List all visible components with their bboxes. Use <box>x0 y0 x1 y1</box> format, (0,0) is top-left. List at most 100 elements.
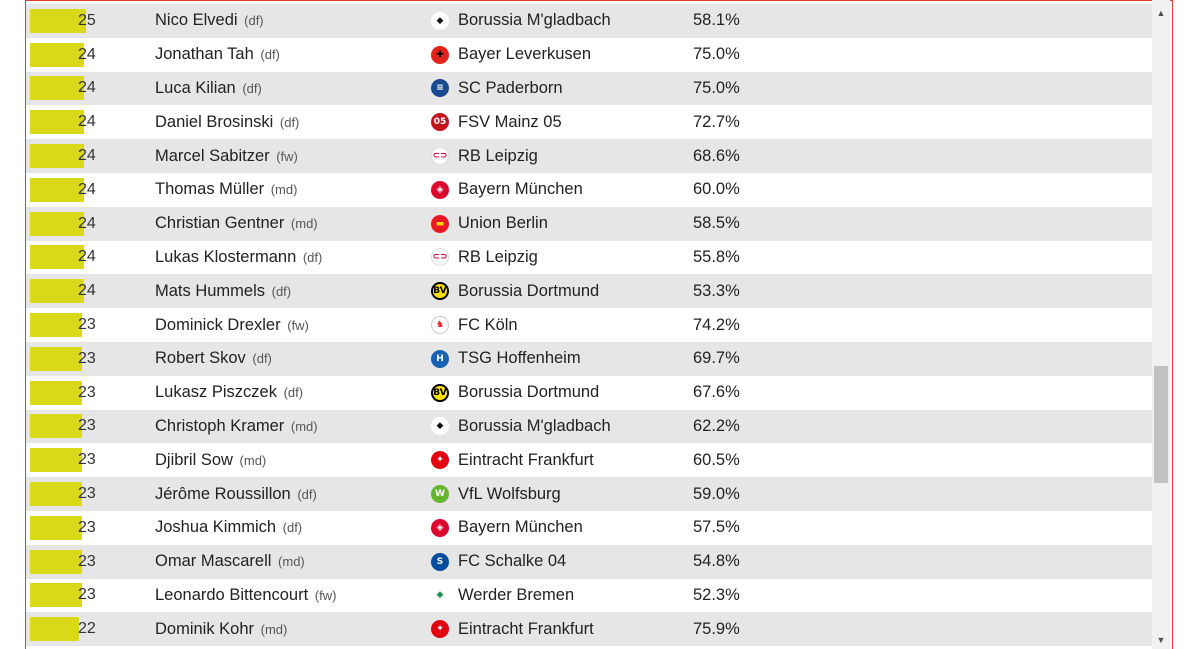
player-name-text: Dominick Drexler <box>155 315 281 334</box>
club[interactable]: ✦ Eintracht Frankfurt <box>431 451 594 470</box>
player-name-text: Jonathan Tah <box>155 45 254 64</box>
club[interactable]: ◆ Borussia M'gladbach <box>431 11 611 30</box>
player-name[interactable]: Luca Kilian (df) <box>155 79 262 98</box>
count-value: 23 <box>78 316 96 334</box>
scrollbar-thumb[interactable] <box>1154 366 1168 483</box>
player-name[interactable]: Omar Mascarell (md) <box>155 552 305 571</box>
schalke-logo-icon: S <box>431 552 449 571</box>
percentage-value: 59.0% <box>693 484 740 503</box>
count-value: 23 <box>78 349 96 367</box>
percentage-value: 72.7% <box>693 112 740 131</box>
count-bar <box>30 482 82 507</box>
player-name[interactable]: Christian Gentner (md) <box>155 214 318 233</box>
player-position: (df) <box>279 114 300 130</box>
wolfsburg-logo-icon: W <box>431 485 449 504</box>
club[interactable]: 05 FSV Mainz 05 <box>431 113 562 132</box>
player-name[interactable]: Marcel Sabitzer (fw) <box>155 147 298 166</box>
player-name-text: Dominik Kohr <box>155 619 255 638</box>
club[interactable]: ⊂⊃ RB Leipzig <box>431 147 538 166</box>
percentage-value: 53.3% <box>693 281 740 300</box>
player-name[interactable]: Lukasz Piszczek (df) <box>155 383 303 402</box>
count-bar-cell <box>30 612 79 646</box>
player-name[interactable]: Mats Hummels (df) <box>155 282 291 301</box>
bremen-logo-icon: ◆ <box>431 586 449 605</box>
player-name[interactable]: Jonathan Tah (df) <box>155 45 280 64</box>
club[interactable]: W VfL Wolfsburg <box>431 485 561 504</box>
club[interactable]: H TSG Hoffenheim <box>431 349 581 368</box>
player-position: (df) <box>297 486 317 502</box>
club[interactable]: ♞ FC Köln <box>431 316 518 335</box>
player-position: (fw) <box>314 587 337 603</box>
club[interactable]: ◈ Bayern München <box>431 180 583 199</box>
club[interactable]: ⊂⊃ RB Leipzig <box>431 248 538 267</box>
gladbach-logo-icon: ◆ <box>431 11 449 30</box>
player-name-text: Luca Kilian <box>155 78 236 97</box>
player-position: (df) <box>302 249 323 265</box>
count-bar <box>30 42 84 67</box>
table-row: 23 Leonardo Bittencourt (fw) ◆ Werder Breme… <box>26 578 1152 613</box>
club-name: RB Leipzig <box>458 247 538 266</box>
count-bar-cell <box>30 139 84 173</box>
count-bar <box>30 245 84 270</box>
club[interactable]: ◆ Werder Bremen <box>431 586 574 605</box>
percentage-value: 67.6% <box>693 383 740 402</box>
count-value: 25 <box>78 11 96 29</box>
player-name[interactable]: Nico Elvedi (df) <box>155 11 264 30</box>
player-name[interactable]: Daniel Brosinski (df) <box>155 113 299 132</box>
player-name[interactable]: Djibril Sow (md) <box>155 451 266 470</box>
player-name[interactable]: Robert Skov (df) <box>155 349 272 368</box>
scroll-down-icon[interactable]: ▼ <box>1156 635 1166 645</box>
table-row: 24 Lukas Klostermann (df) ⊂⊃ RB Leipzig 55.8… <box>26 240 1152 275</box>
count-value: 23 <box>78 586 96 604</box>
club[interactable]: ≡ SC Paderborn <box>431 79 563 98</box>
player-name[interactable]: Christoph Kramer (md) <box>155 417 318 436</box>
count-bar-cell <box>30 105 84 139</box>
club-name: Borussia Dortmund <box>458 281 600 300</box>
scroll-up-icon[interactable]: ▲ <box>1156 8 1166 18</box>
club-name: FSV Mainz 05 <box>458 112 562 131</box>
percentage-value: 54.8% <box>693 552 740 571</box>
count-value: 23 <box>78 485 96 503</box>
table-row: 22 Dominik Kohr (md) ✦ Eintracht Frankfurt 7… <box>26 612 1152 647</box>
player-name-text: Christoph Kramer <box>155 416 285 435</box>
player-name[interactable]: Joshua Kimmich (df) <box>155 518 302 537</box>
count-bar <box>30 8 86 33</box>
player-position: (df) <box>242 80 262 96</box>
player-position: (fw) <box>287 317 309 333</box>
club[interactable]: ▬ Union Berlin <box>431 214 548 233</box>
club[interactable]: ✚ Bayer Leverkusen <box>431 45 591 64</box>
club[interactable]: BV Borussia Dortmund <box>431 282 599 301</box>
player-name-text: Lukas Klostermann <box>155 247 297 266</box>
player-name-text: Nico Elvedi <box>155 11 238 30</box>
leipzig-logo-icon: ⊂⊃ <box>431 248 449 267</box>
bayern-logo-icon: ◈ <box>431 180 449 199</box>
club[interactable]: S FC Schalke 04 <box>431 552 566 571</box>
count-bar <box>30 583 82 608</box>
club[interactable]: ✦ Eintracht Frankfurt <box>431 620 594 639</box>
count-bar-cell <box>30 72 84 106</box>
player-position: (df) <box>252 351 272 367</box>
player-name[interactable]: Leonardo Bittencourt (fw) <box>155 586 336 605</box>
player-position: (md) <box>239 452 267 468</box>
vertical-scrollbar[interactable]: ▲ ▼ <box>1152 0 1170 649</box>
player-name-text: Lukasz Piszczek <box>155 383 277 402</box>
count-value: 23 <box>78 518 96 536</box>
table-row: 23 Robert Skov (df) H TSG Hoffenheim 69.7% <box>26 341 1152 376</box>
club[interactable]: ◈ Bayern München <box>431 518 583 537</box>
club-name: Borussia Dortmund <box>458 383 600 402</box>
count-bar-cell <box>30 38 84 72</box>
percentage-value: 75.0% <box>693 45 740 64</box>
player-name[interactable]: Lukas Klostermann (df) <box>155 248 322 267</box>
club-name: Bayern München <box>458 518 583 537</box>
player-name[interactable]: Jérôme Roussillon (df) <box>155 485 317 504</box>
club[interactable]: BV Borussia Dortmund <box>431 383 599 402</box>
percentage-value: 74.2% <box>693 315 740 334</box>
player-name[interactable]: Dominik Kohr (md) <box>155 620 287 639</box>
player-name[interactable]: Dominick Drexler (fw) <box>155 316 309 335</box>
count-bar <box>30 279 84 304</box>
table-row: 23 Omar Mascarell (md) S FC Schalke 04 54.8% <box>26 544 1152 579</box>
percentage-value: 62.2% <box>693 416 740 435</box>
count-value: 24 <box>78 147 96 165</box>
player-name[interactable]: Thomas Müller (md) <box>155 180 297 199</box>
club[interactable]: ◆ Borussia M'gladbach <box>431 417 611 436</box>
